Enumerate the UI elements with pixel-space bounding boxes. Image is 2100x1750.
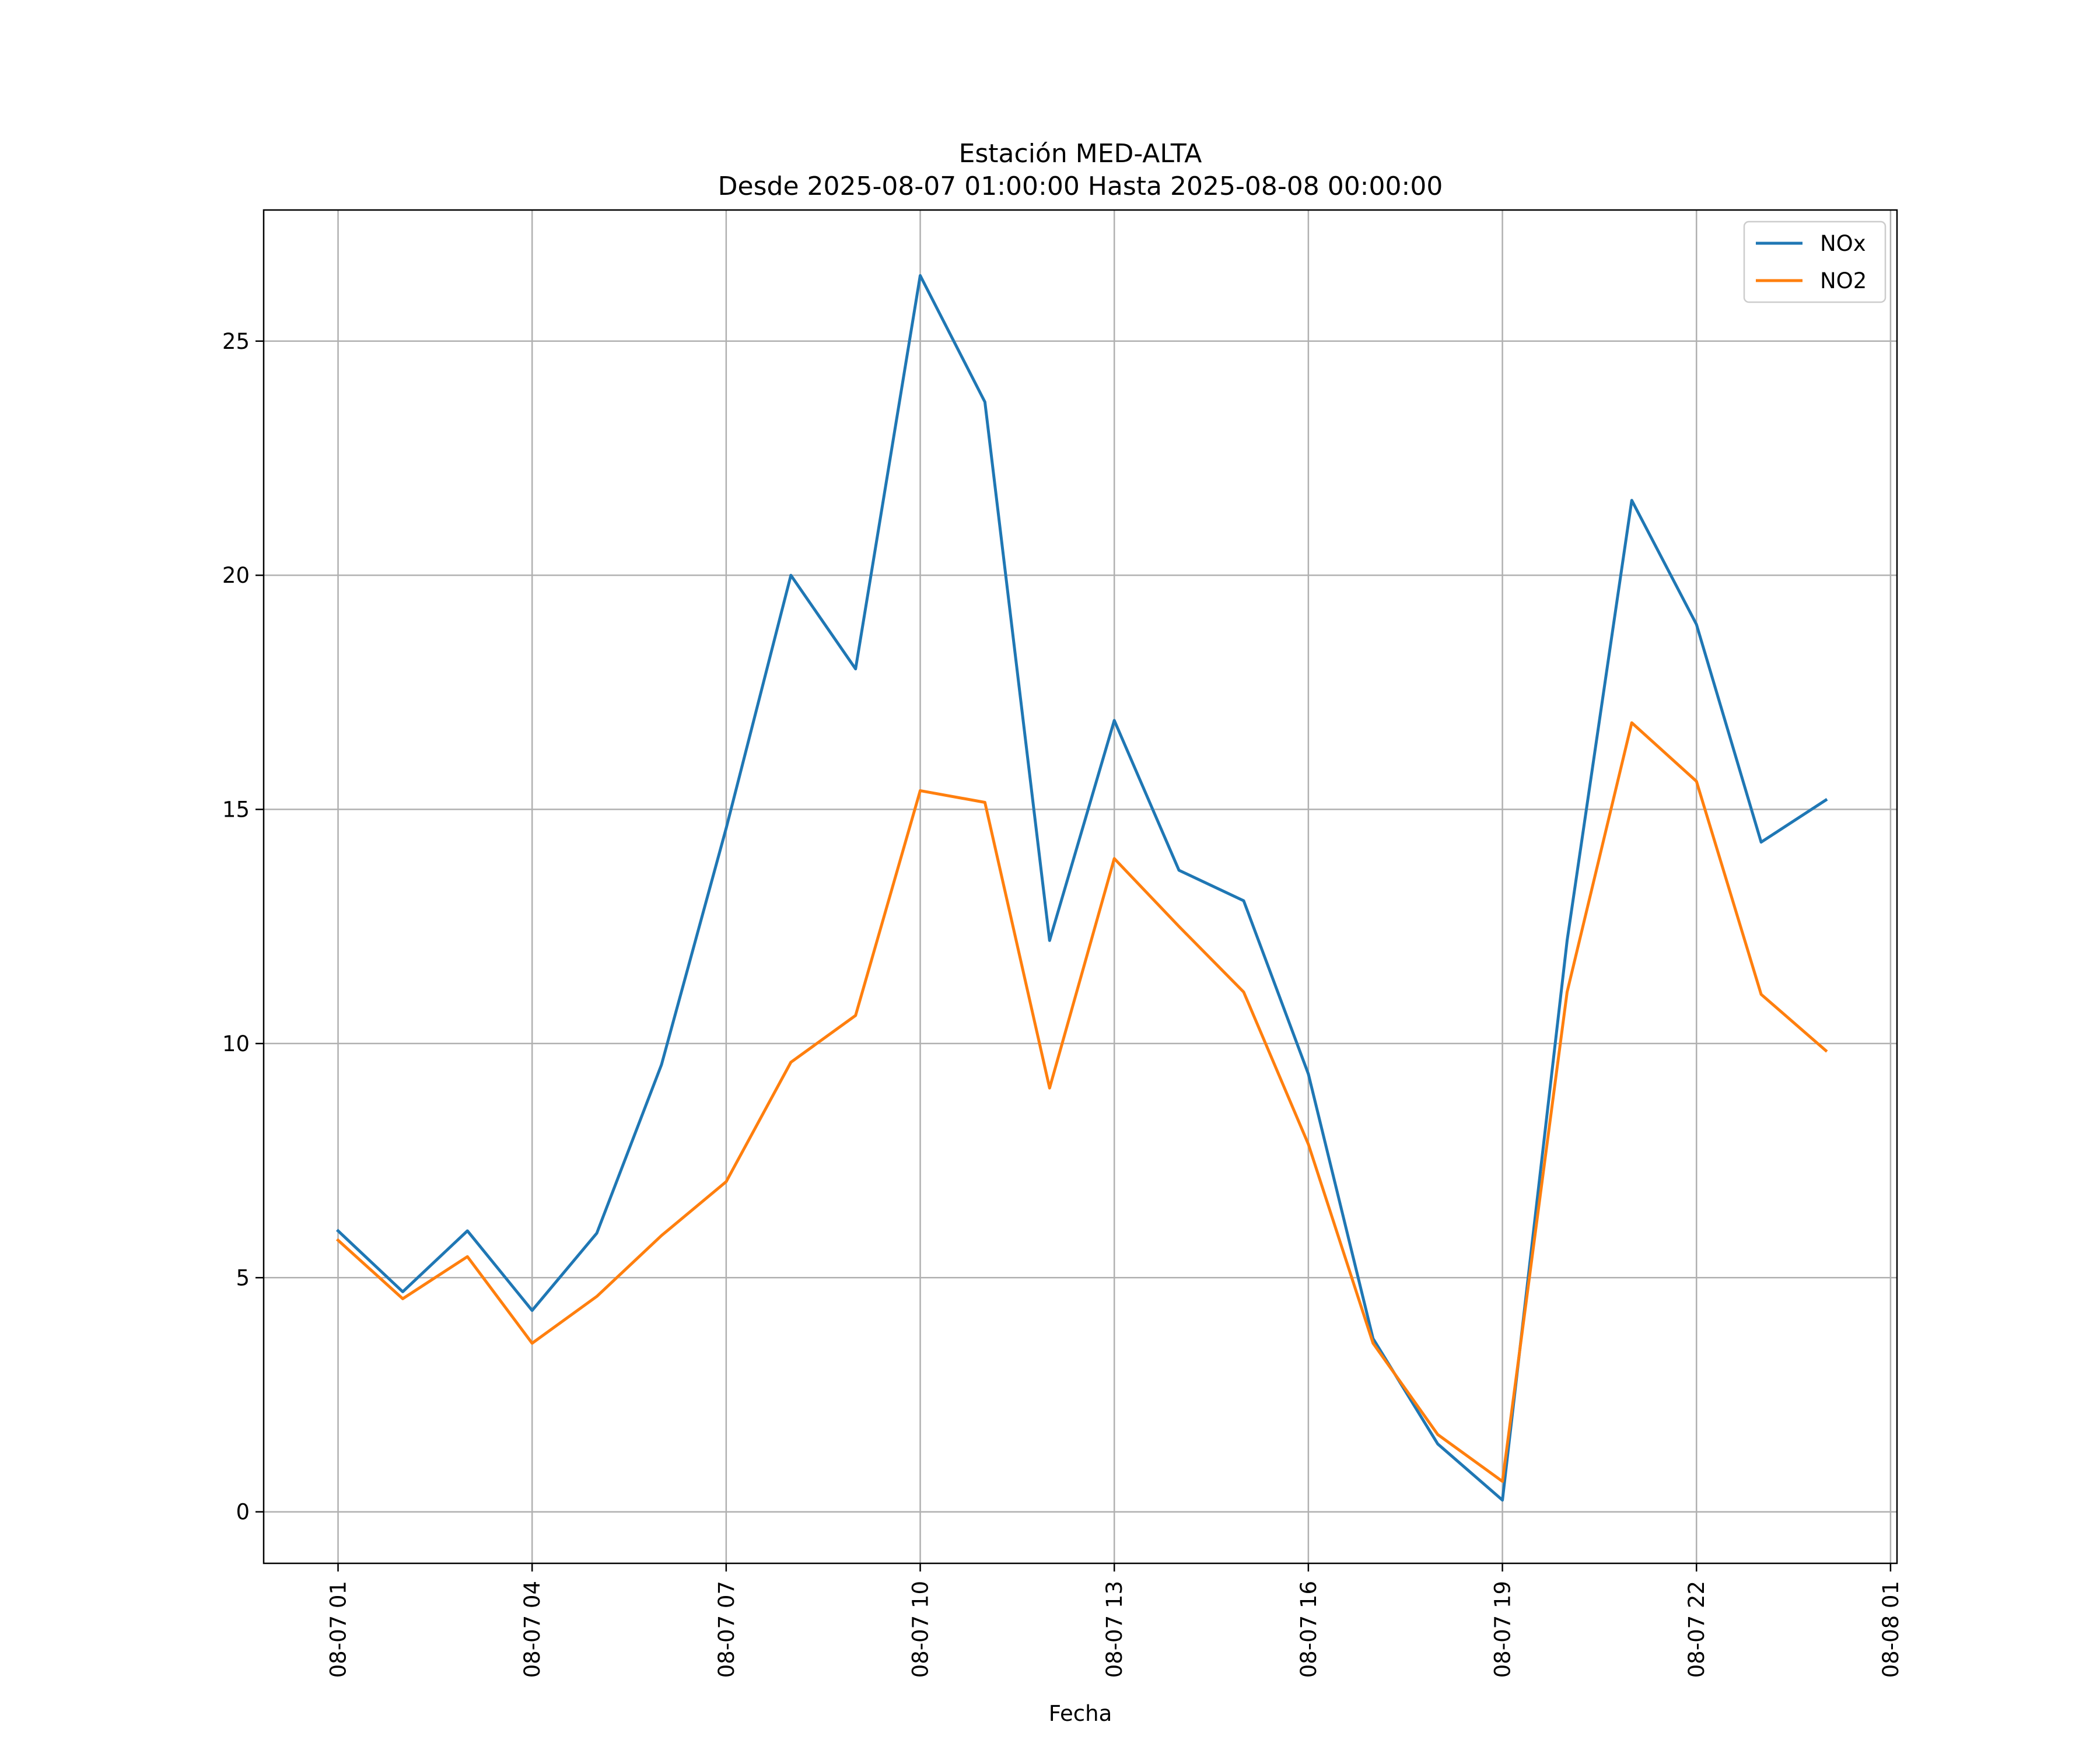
grid xyxy=(264,210,1897,1563)
y-tick-label: 10 xyxy=(222,1031,250,1056)
x-tick-label: 08-07 04 xyxy=(520,1581,545,1678)
legend-label-no2: NO2 xyxy=(1820,268,1867,293)
legend: NOx NO2 xyxy=(1743,220,1887,303)
series-line-nox xyxy=(335,274,1828,1502)
y-tick-label: 15 xyxy=(222,797,250,822)
legend-label-nox: NOx xyxy=(1820,231,1866,256)
x-tick-label: 08-08 01 xyxy=(1878,1581,1903,1678)
x-tick-label: 08-07 01 xyxy=(326,1581,351,1678)
chart-title: Estación MED-ALTA xyxy=(959,139,1202,169)
x-tick-label: 08-07 22 xyxy=(1684,1581,1709,1678)
x-tick-label: 08-07 13 xyxy=(1102,1581,1127,1678)
y-tick-label: 0 xyxy=(236,1500,250,1525)
x-axis-label: Fecha xyxy=(1049,1701,1112,1726)
chart-subtitle: Desde 2025-08-07 01:00:00 Hasta 2025-08-… xyxy=(718,172,1443,201)
x-tick-label: 08-07 19 xyxy=(1490,1581,1516,1678)
y-tick-label: 25 xyxy=(222,329,250,354)
series-lines xyxy=(335,274,1828,1502)
axis-ticks: 08-07 01 08-07 04 08-07 07 08-07 10 08-07 13… xyxy=(222,329,1903,1678)
x-tick-label: 08-07 07 xyxy=(714,1581,739,1678)
series-line-no2 xyxy=(335,721,1828,1483)
y-tick-label: 20 xyxy=(222,563,250,588)
x-tick-label: 08-07 10 xyxy=(908,1581,933,1678)
x-tick-label: 08-07 16 xyxy=(1296,1581,1321,1678)
plot-frame xyxy=(262,209,1898,1564)
y-tick-label: 5 xyxy=(236,1265,250,1290)
